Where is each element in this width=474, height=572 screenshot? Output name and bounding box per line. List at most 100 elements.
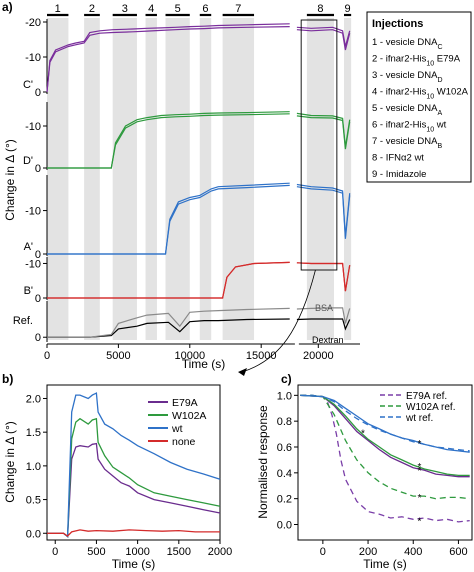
series-text-bsa: BSA: [315, 303, 333, 313]
series-line: [47, 318, 290, 338]
y-tick-label: 1.0: [26, 461, 41, 473]
y-tick-label: 0: [35, 249, 41, 261]
x-tick-label: 600: [449, 546, 467, 558]
injection-number: 4: [148, 3, 154, 15]
x-tick-label: 15000: [246, 350, 277, 362]
y-tick-label: 0: [35, 87, 41, 99]
y-tick-label: 1.0: [277, 390, 292, 402]
series-line: [47, 307, 290, 338]
injection-legend-item: 7 - vesicle DNAB: [372, 136, 442, 150]
injection-legend-box: [366, 11, 472, 183]
x-tick-label: 0: [44, 350, 50, 362]
significance-star: *: [418, 439, 422, 450]
panel-label-b: b): [2, 372, 13, 386]
series-line-measured: [300, 394, 470, 453]
panel-c-frame: [297, 384, 473, 541]
y-tick-label: -10: [25, 52, 41, 64]
injection-legend-item: 4 - ifnar2-His10 W102A: [372, 87, 469, 101]
series-line: [296, 26, 351, 47]
series-line: [296, 318, 351, 331]
injection-number: 6: [202, 3, 208, 15]
x-tick-label: 2000: [208, 546, 232, 558]
y-tick-label: 2.0: [26, 393, 41, 405]
injection-window: [145, 18, 157, 340]
injection-number: 8: [317, 3, 323, 15]
injection-window: [84, 18, 100, 340]
x-tick-label: 5000: [106, 350, 130, 362]
y-tick-label: 0.8: [277, 416, 292, 428]
significance-star: *: [418, 466, 422, 477]
injection-window: [165, 18, 190, 340]
injection-number: 2: [89, 3, 95, 15]
y-tick-label: 0: [35, 293, 41, 305]
legend-label: E79A ref.: [406, 391, 447, 402]
series-line: [296, 262, 351, 292]
y-tick-label: -10: [25, 206, 41, 218]
series-line: [47, 261, 290, 299]
x-tick-label: 500: [87, 546, 105, 558]
y-axis-label: Normalised response: [256, 405, 270, 519]
injection-legend-item: 3 - vesicle DNAD: [372, 70, 443, 84]
y-tick-label: 0.5: [26, 495, 41, 507]
series-line-E79A: [47, 442, 221, 538]
y-tick-label: 0.0: [26, 528, 41, 540]
x-tick-label: 1000: [125, 546, 149, 558]
series-line: [47, 113, 290, 169]
x-axis-label: Time (s): [363, 557, 407, 571]
legend-label: none: [172, 436, 196, 448]
legend-label: E79A: [172, 397, 198, 409]
series-line: [296, 186, 351, 239]
injection-number: 7: [235, 3, 241, 15]
y-tick-label: 0.2: [277, 494, 292, 506]
y-axis-label: Change in Δ (°): [3, 421, 17, 503]
series-line: [47, 111, 290, 169]
series-line-wt: [47, 392, 221, 538]
y-tick-label: 0.4: [277, 468, 292, 480]
injection-window: [199, 18, 212, 340]
x-tick-label: 200: [359, 546, 377, 558]
x-tick-label: 0: [320, 546, 326, 558]
subplot-label: D': [23, 155, 33, 167]
panel-label-a: a): [2, 0, 13, 14]
significance-star: *: [418, 462, 422, 473]
x-tick-label: 10000: [174, 350, 205, 362]
panel-label-c: c): [281, 372, 292, 386]
injection-number: 9: [345, 3, 351, 15]
injection-window: [47, 18, 69, 340]
injection-window: [112, 18, 137, 340]
y-tick-label: -20: [25, 17, 41, 29]
y-tick-label: 1.5: [26, 427, 41, 439]
injection-legend-item: 2 - ifnar2-His10 E79A: [372, 54, 461, 68]
injection-window: [222, 18, 255, 340]
x-tick-label: 0: [52, 546, 58, 558]
series-line: [47, 184, 290, 255]
y-tick-label: 0.0: [277, 520, 292, 532]
injection-legend-item: 6 - ifnar2-His10 wt: [372, 120, 447, 134]
injection-legend-item: 1 - vesicle DNAC: [372, 37, 443, 51]
injection-window: [344, 18, 352, 340]
legend-label: wt ref.: [405, 413, 433, 424]
significance-star: *: [361, 429, 365, 440]
x-tick-label: 1500: [167, 546, 191, 558]
x-axis-label: Time (s): [112, 557, 156, 571]
series-line: [46, 23, 290, 93]
y-tick-label: 0: [35, 163, 41, 175]
subplot-label: C': [23, 79, 33, 91]
injection-number: 3: [122, 3, 128, 15]
series-line-measured: [300, 394, 470, 477]
subplot-label: B': [24, 285, 33, 297]
injection-number: 5: [175, 3, 181, 15]
injection-legend-item: 8 - IFNα2 wt: [372, 153, 424, 164]
subplot-label: Ref.: [13, 315, 33, 327]
legend-label: wt: [171, 423, 183, 435]
y-axis-label: Change in Δ (°): [3, 139, 17, 221]
series-line-none: [47, 529, 220, 537]
y-tick-label: -10: [25, 258, 41, 270]
significance-star: *: [418, 493, 422, 504]
injection-legend-item: 5 - vesicle DNAA: [372, 103, 442, 117]
subplot-label: A': [24, 241, 33, 253]
legend-label: W102A ref.: [406, 402, 455, 413]
series-line-W102A: [47, 417, 221, 538]
x-tick-label: 20000: [303, 350, 334, 362]
